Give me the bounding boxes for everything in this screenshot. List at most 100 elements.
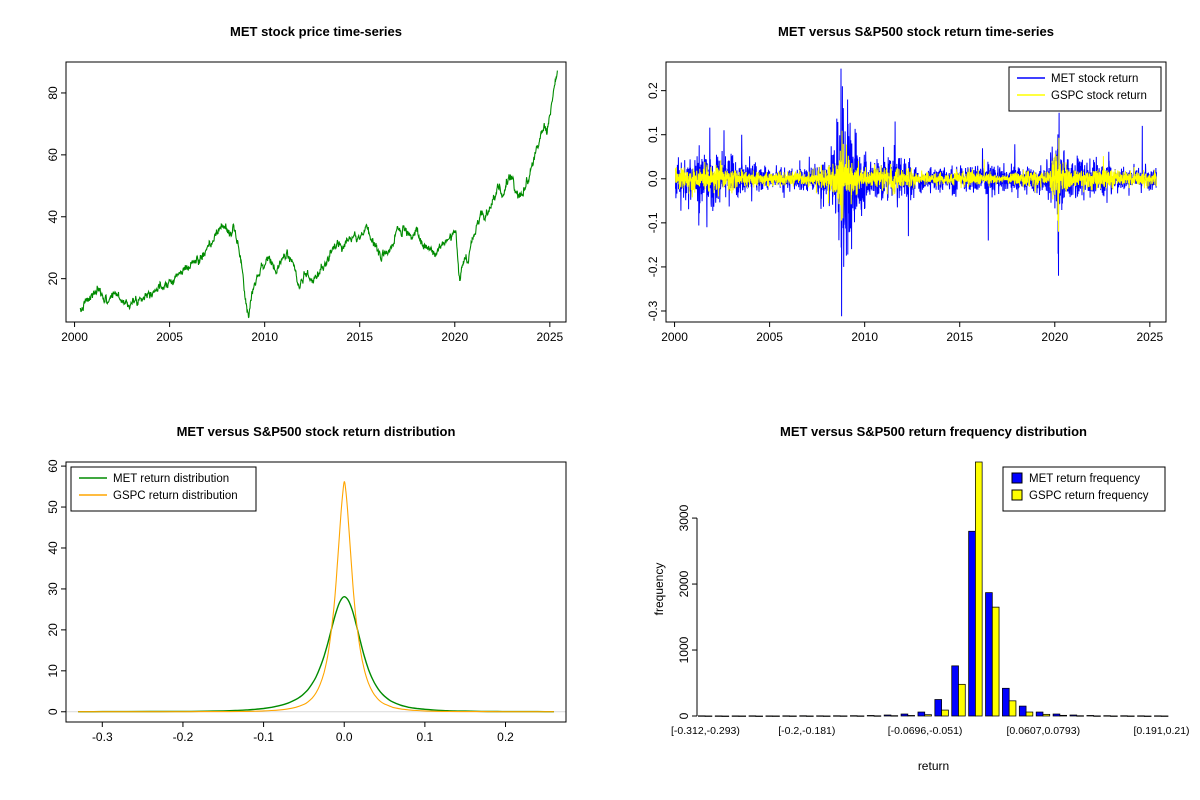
bar <box>748 715 757 717</box>
x-tick-label: [-0.2,-0.181) <box>778 725 835 737</box>
bar <box>1076 715 1084 717</box>
bar <box>755 715 763 717</box>
return-frequency-chart: 0 1000 2000 3000 MET versus S&P500 return fr… <box>652 424 1190 773</box>
bar <box>1052 713 1061 717</box>
legend-label: MET stock return <box>1051 73 1138 85</box>
legend-label: GSPC return frequency <box>1029 490 1149 502</box>
y-tick-label: -0.3 <box>646 300 660 321</box>
y-tick-label: 0.2 <box>646 82 660 99</box>
y-tick-label: 40 <box>46 541 60 555</box>
chart-title: MET versus S&P500 stock return time-seri… <box>778 24 1054 39</box>
bar <box>958 683 966 717</box>
y-tick-label: 80 <box>46 86 60 100</box>
density-curves <box>78 481 554 713</box>
series-gspc-stock-return <box>675 130 1157 232</box>
legend-swatch <box>1011 472 1023 484</box>
bar <box>806 715 814 717</box>
bar <box>839 715 848 717</box>
x-tick-label: 2025 <box>1136 330 1163 344</box>
x-tick-label: -0.3 <box>92 730 113 744</box>
legend-label: GSPC stock return <box>1051 90 1147 102</box>
series-met-price <box>79 70 558 319</box>
legend-label: GSPC return distribution <box>113 490 238 502</box>
bar <box>1143 715 1152 717</box>
bar <box>822 715 831 717</box>
bar <box>1018 705 1027 717</box>
x-tick-label: 2020 <box>441 330 468 344</box>
axes: 0 1000 2000 3000 <box>677 504 698 719</box>
axes: 2000 2005 2010 2015 2020 2025 20 40 60 80 <box>46 61 567 344</box>
y-tick-label: 60 <box>46 459 60 473</box>
bar <box>1160 715 1169 717</box>
bar <box>1035 711 1044 717</box>
bar <box>951 665 959 717</box>
bar <box>1103 715 1111 717</box>
bar <box>907 715 915 717</box>
return-time-series-chart: 2000 2005 2010 2015 2020 2025 -0.3 -0.2 -0.1 0.0 0… <box>646 24 1167 344</box>
x-tick-label: 2000 <box>61 330 88 344</box>
x-tick-label: 2015 <box>346 330 373 344</box>
bar <box>991 606 1000 717</box>
y-tick-label: 0.0 <box>646 170 660 187</box>
bar <box>1154 715 1162 717</box>
series-met-return-distribution <box>78 596 554 713</box>
bar <box>782 715 790 717</box>
bar <box>883 714 892 717</box>
x-tick-label: 2005 <box>156 330 183 344</box>
y-tick-label: 0 <box>677 712 691 719</box>
x-tick-label: 2000 <box>661 330 688 344</box>
y-tick-label: 2000 <box>677 570 691 597</box>
y-tick-label: 10 <box>46 664 60 678</box>
bar <box>1110 715 1118 717</box>
bar <box>697 715 706 717</box>
bar <box>1137 715 1145 717</box>
bar <box>1008 700 1017 717</box>
legend: MET return distribution GSPC return distr… <box>70 466 257 512</box>
bar <box>1059 714 1067 717</box>
x-tick-label: [-0.312,-0.293) <box>671 725 740 737</box>
series-gspc-return-distribution <box>78 481 554 713</box>
bar <box>1025 711 1034 717</box>
x-tick-label: 2020 <box>1041 330 1068 344</box>
y-tick-label: 60 <box>46 148 60 162</box>
x-tick-label: 0.0 <box>336 730 353 744</box>
bar <box>900 713 909 717</box>
legend-swatch <box>1011 489 1023 501</box>
bar <box>917 711 926 717</box>
chart-title: MET versus S&P500 stock return distribut… <box>177 424 456 439</box>
x-tick-label: [-0.0696,-0.051) <box>888 725 963 737</box>
bar <box>873 715 882 717</box>
bar <box>714 715 723 717</box>
chart-title: MET versus S&P500 return frequency distr… <box>780 424 1087 439</box>
y-tick-label: 50 <box>46 500 60 514</box>
bar <box>856 715 865 717</box>
return-distribution-chart: -0.3 -0.2 -0.1 0.0 0.1 0.2 0 10 20 30 40 50 60 MET ve… <box>46 424 567 744</box>
x-tick-label: -0.1 <box>253 730 274 744</box>
legend-label: MET return frequency <box>1029 473 1140 485</box>
bar <box>850 715 858 717</box>
y-tick-label: 40 <box>46 210 60 224</box>
bar <box>866 715 875 717</box>
y-tick-label: 20 <box>46 623 60 637</box>
x-tick-label: 2025 <box>536 330 563 344</box>
bar <box>934 699 942 717</box>
bar <box>789 715 797 717</box>
bar <box>924 714 932 717</box>
y-tick-label: 20 <box>46 272 60 286</box>
bar <box>1093 715 1101 717</box>
y-tick-label: 0.1 <box>646 126 660 143</box>
bar <box>941 709 949 717</box>
x-tick-label: 2015 <box>946 330 973 344</box>
legend-label: MET return distribution <box>113 473 229 485</box>
chart-title: MET stock price time-series <box>230 24 402 39</box>
bar <box>975 461 983 717</box>
y-axis-label: frequency <box>652 563 666 616</box>
y-tick-label: -0.2 <box>646 256 660 277</box>
bars <box>697 461 1169 717</box>
bar <box>721 715 730 717</box>
bar <box>1127 715 1135 717</box>
legend: MET return frequency GSPC return frequenc… <box>1002 466 1166 512</box>
x-axis-label: return <box>918 759 949 773</box>
bar <box>738 715 747 717</box>
